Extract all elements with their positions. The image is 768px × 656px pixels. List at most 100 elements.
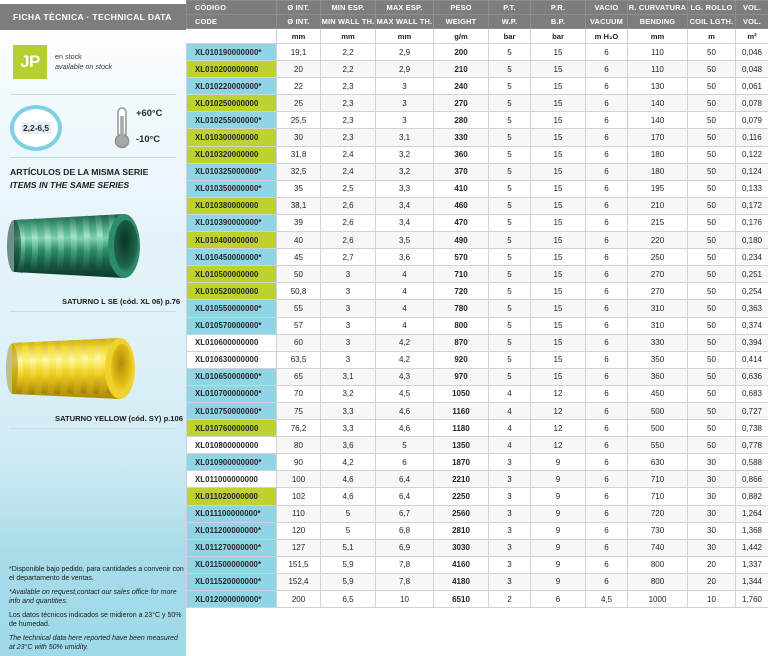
cell-bend: 450 (627, 384, 688, 403)
cell-coil: 50 (687, 316, 736, 335)
cell-coil: 50 (687, 179, 736, 198)
table-row[interactable]: XL011520000000* 152,4 5,9 7,8 4180 3 9 6 800 20 1,… (186, 572, 768, 592)
cell-di: 75 (276, 401, 321, 421)
cell-minw: 5,1 (320, 538, 376, 557)
table-row[interactable]: XL010500000000 50 3 4 710 5 15 6 270 50 0,251 (186, 265, 768, 284)
cell-di: 40 (276, 231, 321, 250)
th-en-code: CODE (186, 14, 277, 29)
cell-wp: 5 (488, 196, 531, 215)
cell-minw: 2,6 (320, 213, 376, 233)
table-row[interactable]: XL010400000000 40 2,6 3,5 490 5 15 6 220 50 0,180 (186, 231, 768, 250)
cell-maxw: 3,3 (375, 179, 434, 198)
cell-vac: 6 (585, 299, 628, 318)
cell-wp: 3 (488, 487, 531, 506)
table-row[interactable]: XL010630000000 63,5 3 4,2 920 5 15 6 350 50 0,414 (186, 350, 768, 369)
cell-di: 55 (276, 299, 321, 318)
table-row[interactable]: XL011000000000 100 4,6 6,4 2210 3 9 6 710 30 0,866 (186, 470, 768, 489)
table-row[interactable]: XL010380000000 38,1 2,6 3,4 460 5 15 6 210 50 0,17… (186, 196, 768, 215)
temp-max-label: +60°C (136, 107, 163, 118)
table-row[interactable]: XL010220000000* 22 2,3 3 240 5 15 6 130 50 0,061 (186, 77, 768, 96)
cell-bp: 15 (530, 196, 586, 215)
table-row[interactable]: XL010390000000* 39 2,6 3,4 470 5 15 6 215 50 0,176 (186, 213, 768, 233)
cell-coil: 50 (687, 350, 736, 369)
table-row[interactable]: XL011270000000* 127 5,1 6,9 3030 3 9 6 740 30 1,44… (186, 538, 768, 557)
cell-wp: 5 (488, 162, 531, 181)
cell-minw: 4,6 (320, 470, 376, 489)
cell-vol: 0,048 (735, 60, 768, 79)
cell-bend: 710 (627, 470, 688, 489)
cell-wp: 5 (488, 179, 531, 198)
cell-di: 102 (276, 487, 321, 506)
cell-vol: 0,727 (735, 401, 768, 421)
cell-wp: 3 (488, 504, 531, 523)
cell-code: XL010570000000* (186, 316, 277, 335)
cell-vac: 6 (585, 196, 628, 215)
table-row[interactable]: XL010800000000 80 3,6 5 1350 4 12 6 550 50 0,778 (186, 436, 768, 455)
cell-vac: 6 (585, 60, 628, 79)
table-row[interactable]: XL012000000000* 200 6,5 10 6510 2 6 4,5 1000 10 1,… (186, 589, 768, 609)
cell-wp: 5 (488, 265, 531, 284)
table-row[interactable]: XL011200000000* 120 5 6,8 2810 3 9 6 730 30 1,368 (186, 521, 768, 540)
table-row[interactable]: XL010350000000* 35 2,5 3,3 410 5 15 6 195 50 0,133 (186, 179, 768, 198)
table-row[interactable]: XL010250000000 25 2,3 3 270 5 15 6 140 50 0,078 (186, 94, 768, 113)
cell-wp: 5 (488, 316, 531, 335)
table-row[interactable]: XL010900000000* 90 4,2 6 1870 3 9 6 630 30 0,588 (186, 453, 768, 472)
table-row[interactable]: XL010550000000* 55 3 4 780 5 15 6 310 50 0,363 (186, 299, 768, 318)
th-en-bp: B.P. (530, 14, 586, 29)
table-row[interactable]: XL011020000000 102 4,6 6,4 2250 3 9 6 710 30 0,882 (186, 487, 768, 506)
hose1-caption: SATURNO L SE (cód. XL 06) p.76 (62, 297, 181, 306)
cell-wt: 1870 (433, 453, 489, 472)
cell-minw: 5 (320, 521, 376, 540)
table-row[interactable]: XL010325000000* 32,5 2,4 3,2 370 5 15 6 180 50 0,1… (186, 162, 768, 181)
cell-vol: 0,079 (735, 111, 768, 130)
stock-label-es: en stock (55, 52, 82, 62)
cell-minw: 4,2 (320, 453, 376, 472)
cell-maxw: 3 (375, 94, 434, 113)
table-row[interactable]: XL010700000000* 70 3,2 4,5 1050 4 12 6 450 50 0,68… (186, 384, 768, 403)
cell-maxw: 4 (375, 265, 434, 284)
th-unit-code (186, 28, 277, 44)
table-row[interactable]: XL010450000000* 45 2,7 3,6 570 5 15 6 250 50 0,234 (186, 248, 768, 267)
cell-vol: 0,414 (735, 350, 768, 369)
cell-code: XL010300000000 (186, 128, 277, 147)
cell-minw: 3 (320, 350, 376, 369)
table-row[interactable]: XL010570000000* 57 3 4 800 5 15 6 310 50 0,374 (186, 316, 768, 335)
table-row[interactable]: XL011100000000* 110 5 6,7 2560 3 9 6 720 30 1,264 (186, 504, 768, 523)
cell-wt: 240 (433, 77, 489, 96)
table-row[interactable]: XL011500000000* 151,5 5,9 7,8 4160 3 9 6 800 20 1,… (186, 555, 768, 574)
cell-minw: 2,3 (320, 128, 376, 147)
cell-bp: 9 (530, 572, 586, 592)
cell-vac: 6 (585, 555, 628, 574)
table-row[interactable]: XL010520000000 50,8 3 4 720 5 15 6 270 50 0,254 (186, 282, 768, 301)
cell-wt: 780 (433, 299, 489, 318)
cell-wp: 5 (488, 231, 531, 250)
series-title-es: ARTÍCULOS DE LA MISMA SERIE (10, 167, 149, 177)
cell-vac: 6 (585, 453, 628, 472)
cell-wp: 5 (488, 42, 531, 62)
cell-bp: 15 (530, 111, 586, 130)
cell-di: 31,8 (276, 145, 321, 164)
table-row[interactable]: XL010600000000 60 3 4,2 870 5 15 6 330 50 0,394 (186, 333, 768, 352)
table-row[interactable]: XL010190000000* 19,1 2,2 2,9 200 5 15 6 110 50 0,0… (186, 42, 768, 62)
table-row[interactable]: XL010750000000* 75 3,3 4,6 1160 4 12 6 500 50 0,72… (186, 401, 768, 421)
table-row[interactable]: XL010255000000* 25,5 2,3 3 280 5 15 6 140 50 0,079 (186, 111, 768, 130)
cell-vol: 1,337 (735, 555, 768, 574)
th-en-bend: BENDING (627, 14, 688, 29)
cell-vac: 6 (585, 572, 628, 592)
table-row[interactable]: XL010320000000 31,8 2,4 3,2 360 5 15 6 180 50 0,12… (186, 145, 768, 164)
cell-wt: 920 (433, 350, 489, 369)
cell-wp: 5 (488, 333, 531, 352)
wall-thickness-value: 2,2-6,5 (20, 122, 52, 134)
cell-minw: 3 (320, 265, 376, 284)
th-unit-wp: bar (488, 28, 531, 44)
cell-minw: 6,5 (320, 589, 376, 609)
table-row[interactable]: XL010200000000 20 2,2 2,9 210 5 15 6 110 50 0,048 (186, 60, 768, 79)
table-row[interactable]: XL010300000000 30 2,3 3,1 330 5 15 6 170 50 0,116 (186, 128, 768, 147)
table-row[interactable]: XL010650000000* 65 3,1 4,3 970 5 15 6 360 50 0,636 (186, 367, 768, 386)
cell-bend: 360 (627, 367, 688, 386)
th-es-vac: VACIO (585, 0, 628, 15)
cell-maxw: 5 (375, 436, 434, 455)
table-row[interactable]: XL010760000000 76,2 3,3 4,6 1180 4 12 6 500 50 0,7… (186, 419, 768, 438)
cell-maxw: 10 (375, 589, 434, 609)
cell-di: 127 (276, 538, 321, 557)
